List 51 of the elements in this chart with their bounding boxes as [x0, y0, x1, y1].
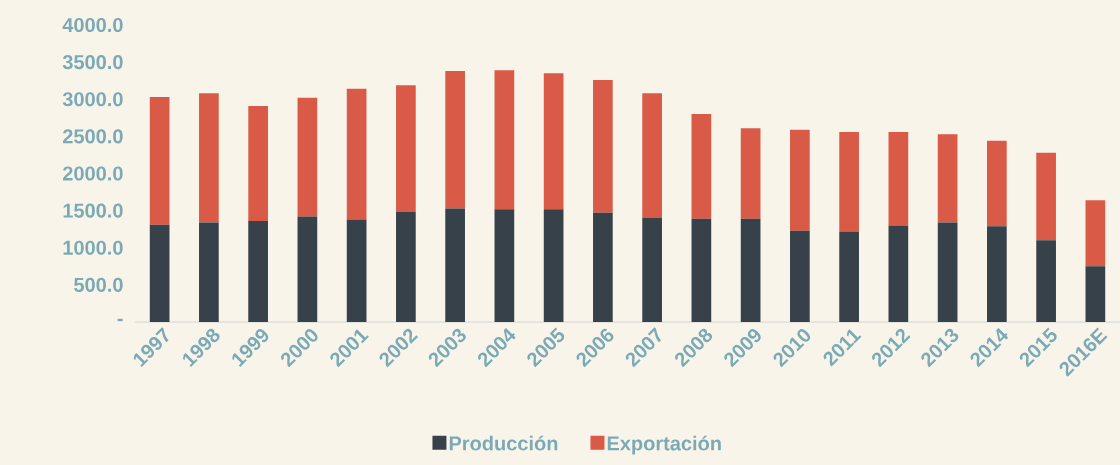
- bar: [543, 209, 564, 322]
- bar: [149, 224, 170, 322]
- bar: [1036, 240, 1056, 322]
- bar: [149, 97, 170, 225]
- y-tick-label: 3500.0: [62, 55, 123, 70]
- bar: [396, 212, 416, 322]
- y-tick-label: 500.0: [74, 277, 123, 292]
- bar: [248, 221, 268, 322]
- bar: [740, 218, 761, 322]
- bar: [790, 129, 810, 231]
- bar: [1085, 266, 1106, 322]
- bar: [396, 85, 416, 213]
- bar: [987, 140, 1007, 227]
- bar: [494, 70, 515, 210]
- bar: [543, 73, 564, 210]
- bar: [642, 93, 662, 219]
- y-tick-label: 4000.0: [62, 17, 123, 33]
- bar: [790, 230, 810, 322]
- y-tick-label: 3000.0: [62, 92, 123, 107]
- bar: [346, 219, 367, 322]
- bar: [987, 226, 1007, 322]
- bar: [691, 114, 712, 219]
- bar: [888, 131, 909, 226]
- bar: [297, 216, 318, 322]
- bar: [937, 222, 958, 322]
- bar: [839, 231, 859, 322]
- y-tick-label: 1500.0: [63, 203, 123, 218]
- bar: [1085, 200, 1106, 267]
- legend-label: Producción: [449, 435, 558, 451]
- bar: [494, 209, 515, 322]
- y-tick-label: -: [117, 318, 123, 322]
- bar: [1036, 152, 1056, 241]
- bar: [346, 88, 367, 220]
- bar: [445, 71, 465, 209]
- legend-label: Exportación: [607, 435, 721, 455]
- bar: [297, 97, 318, 217]
- bar: [691, 218, 712, 322]
- y-tick-label: 2500.0: [62, 129, 123, 144]
- y-tick-label: 2000.0: [62, 166, 123, 181]
- bar: [199, 93, 219, 223]
- y-tick-label: 1000.0: [63, 240, 123, 255]
- bar: [839, 131, 859, 232]
- bar: [888, 225, 909, 322]
- bar: [642, 218, 662, 322]
- bar: [199, 222, 219, 322]
- bar: [593, 79, 613, 213]
- bar: [593, 212, 613, 322]
- bar: [248, 105, 268, 222]
- bar: [740, 128, 761, 219]
- bar: [445, 208, 465, 322]
- bar: [937, 134, 958, 223]
